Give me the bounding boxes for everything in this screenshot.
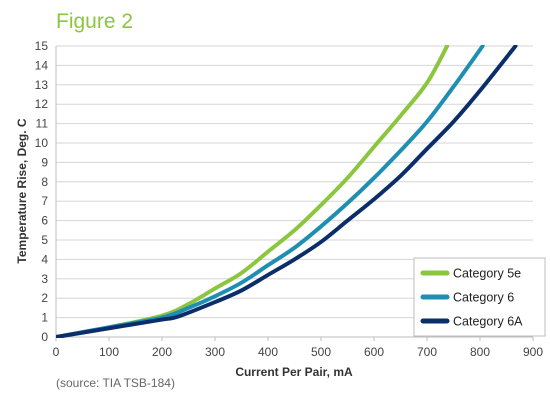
series-line-3 (56, 45, 518, 338)
y-tick-label: 14 (35, 58, 49, 72)
y-tick-label: 10 (35, 136, 49, 150)
y-tick-label: 0 (41, 330, 48, 344)
x-tick-label: 300 (205, 345, 225, 359)
x-tick-label: 100 (99, 345, 119, 359)
figure-title: Figure 2 (56, 10, 134, 33)
y-tick-label: 2 (41, 291, 48, 305)
x-tick-label: 400 (258, 345, 278, 359)
y-tick-label: 8 (41, 175, 48, 189)
series-line-2 (56, 45, 485, 338)
series-line-1 (56, 45, 450, 338)
x-tick-label: 0 (53, 345, 60, 359)
y-axis-label: Temperature Rise, Deg. C (15, 118, 29, 263)
axes (55, 46, 534, 341)
x-tick-label: 800 (470, 345, 490, 359)
y-tick-label: 11 (36, 117, 49, 131)
y-tick-label: 15 (35, 39, 49, 53)
series-lines (56, 45, 518, 338)
x-axis-label: Current Per Pair, mA (235, 365, 353, 379)
source-note: (source: TIA TSB-184) (56, 376, 175, 390)
y-tick-label: 12 (35, 97, 49, 111)
legend: Category 5e Category 6 Category 6A (413, 257, 546, 337)
legend-label: Category 5e (453, 267, 521, 281)
y-tick-label: 9 (41, 155, 48, 169)
x-tick-label: 500 (311, 345, 331, 359)
y-tick-label: 13 (35, 78, 49, 92)
x-tick-label: 900 (523, 345, 543, 359)
y-tick-label: 7 (41, 194, 48, 208)
y-tick-label: 1 (41, 311, 48, 325)
y-tick-label: 6 (41, 214, 48, 228)
legend-label: Category 6A (453, 315, 523, 329)
x-tick-label: 700 (417, 345, 437, 359)
y-tick-label: 3 (41, 272, 48, 286)
x-tick-label: 200 (152, 345, 172, 359)
y-tick-label: 4 (41, 252, 48, 266)
legend-label: Category 6 (453, 291, 514, 305)
x-tick-label: 600 (364, 345, 384, 359)
y-tick-label: 5 (41, 233, 48, 247)
